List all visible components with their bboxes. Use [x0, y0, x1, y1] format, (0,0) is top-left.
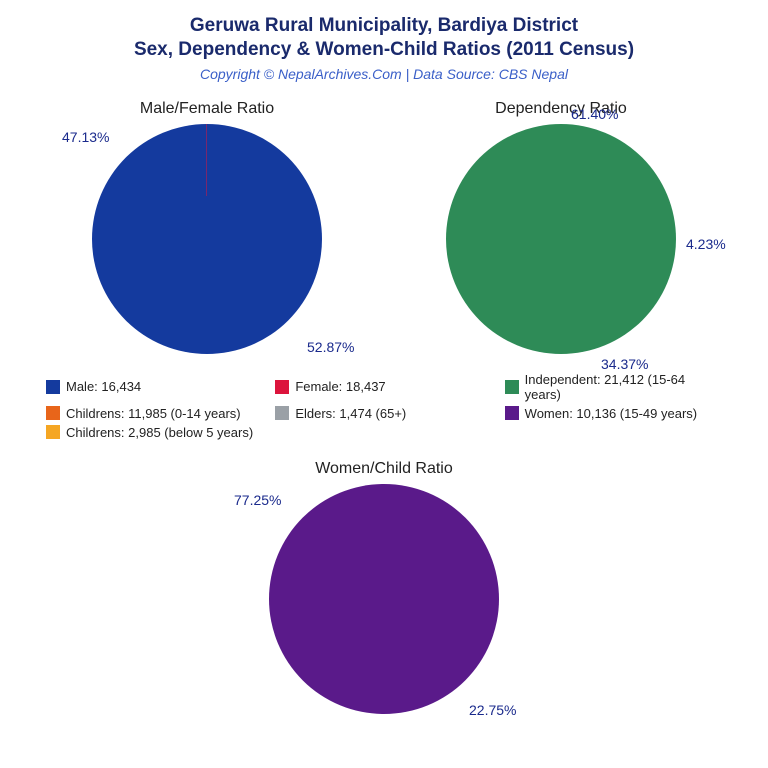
legend-item-children5: Childrens: 2,985 (below 5 years)	[46, 425, 263, 440]
chart1-title: Male/Female Ratio	[37, 100, 377, 118]
chart1-pie	[92, 124, 322, 354]
chart2-title: Dependency Ratio	[391, 100, 731, 118]
chart3-pie-wrap: 77.25% 22.75%	[269, 484, 499, 714]
legend-text-female: Female: 18,437	[295, 379, 385, 394]
chart1-pie-wrap: 47.13% 52.87%	[92, 124, 322, 354]
legend-item-independent: Independent: 21,412 (15-64 years)	[505, 372, 722, 402]
legend-item-elders: Elders: 1,474 (65+)	[275, 406, 492, 421]
swatch-elders	[275, 406, 289, 420]
chart1-label-female: 52.87%	[307, 339, 354, 355]
chart2-pie-wrap: 61.40% 4.23% 34.37%	[446, 124, 676, 354]
top-charts-row: Male/Female Ratio 47.13% 52.87% Dependen…	[0, 100, 768, 354]
swatch-independent	[505, 380, 519, 394]
swatch-women	[505, 406, 519, 420]
swatch-children	[46, 406, 60, 420]
chart1-label-male: 47.13%	[62, 129, 109, 145]
legend-text-independent: Independent: 21,412 (15-64 years)	[525, 372, 722, 402]
swatch-children5	[46, 425, 60, 439]
chart-dependency: Dependency Ratio 61.40% 4.23% 34.37%	[391, 100, 731, 354]
legend-text-women: Women: 10,136 (15-49 years)	[525, 406, 697, 421]
chart3-label-women: 77.25%	[234, 492, 281, 508]
chart-male-female: Male/Female Ratio 47.13% 52.87%	[37, 100, 377, 354]
chart2-label-elders: 4.23%	[686, 236, 726, 252]
legend-item-women: Women: 10,136 (15-49 years)	[505, 406, 722, 421]
chart3-label-children5: 22.75%	[469, 702, 516, 718]
chart2-pie	[446, 124, 676, 354]
legend-item-male: Male: 16,434	[46, 372, 263, 402]
legend-item-female: Female: 18,437	[275, 372, 492, 402]
swatch-male	[46, 380, 60, 394]
chart-women-child: Women/Child Ratio 77.25% 22.75%	[0, 460, 768, 714]
legend: Male: 16,434 Female: 18,437 Independent:…	[0, 354, 768, 440]
legend-text-male: Male: 16,434	[66, 379, 141, 394]
legend-item-children: Childrens: 11,985 (0-14 years)	[46, 406, 263, 421]
legend-text-elders: Elders: 1,474 (65+)	[295, 406, 406, 421]
chart2-label-independent: 61.40%	[571, 106, 618, 122]
chart3-title: Women/Child Ratio	[0, 460, 768, 478]
chart2-label-children: 34.37%	[601, 356, 648, 372]
legend-text-children5: Childrens: 2,985 (below 5 years)	[66, 425, 253, 440]
title-line-2: Sex, Dependency & Women-Child Ratios (20…	[0, 38, 768, 62]
legend-text-children: Childrens: 11,985 (0-14 years)	[66, 406, 241, 421]
subtitle: Copyright © NepalArchives.Com | Data Sou…	[0, 66, 768, 82]
title-block: Geruwa Rural Municipality, Bardiya Distr…	[0, 0, 768, 82]
title-line-1: Geruwa Rural Municipality, Bardiya Distr…	[0, 14, 768, 38]
swatch-female	[275, 380, 289, 394]
chart3-pie	[269, 484, 499, 714]
